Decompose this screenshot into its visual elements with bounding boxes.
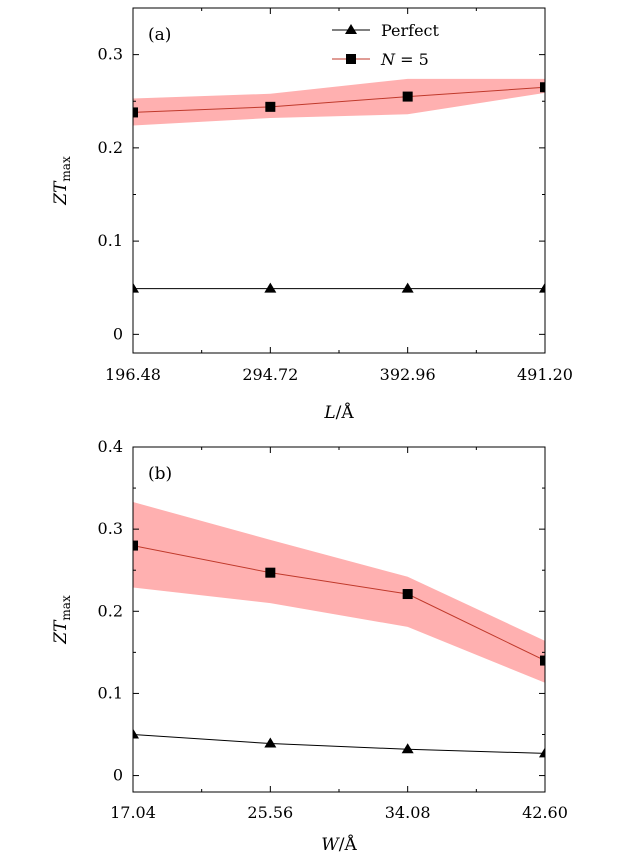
y-tick-label: 0	[113, 766, 123, 785]
x-axis-label: W/Å	[321, 834, 357, 855]
n5-point	[402, 589, 413, 600]
y-tick-label: 0.1	[98, 683, 123, 702]
perfect-point	[539, 282, 545, 293]
panel-b: 0 0.1 0.2 0.3 0.4 17.04 25.56 34.08 42.60 W/Å ZTma…	[51, 437, 568, 855]
perfect-point	[133, 728, 139, 739]
n5-series-line	[133, 545, 545, 662]
y-tick-label: 0.2	[98, 138, 123, 157]
y-tick-label: 0.3	[98, 45, 123, 64]
x-tick-label: 392.96	[380, 365, 436, 384]
perfect-point	[264, 737, 277, 748]
y-tick-label: 0.4	[98, 437, 123, 456]
y-tick-label: 0.3	[98, 519, 123, 538]
plot-area	[133, 78, 545, 293]
legend-perfect-marker	[345, 24, 357, 34]
perfect-point	[401, 743, 414, 754]
panel-a: 0 0.1 0.2 0.3 196.48 294.72 392.96 491.20 L/Å ZTm…	[51, 7, 573, 423]
legend-perfect-label: Perfect	[381, 21, 440, 40]
x-tick-label: 34.08	[385, 803, 431, 822]
legend-n5-label: N = 5	[380, 50, 429, 69]
panel-label: (b)	[148, 464, 172, 484]
x-tick-label: 294.72	[242, 365, 298, 384]
n5-point	[133, 540, 138, 551]
x-tick-label: 17.04	[110, 803, 156, 822]
confidence-band	[133, 502, 545, 683]
n5-point	[265, 567, 276, 578]
x-tick-label: 491.20	[517, 365, 573, 384]
y-axis-label: ZTmax	[51, 595, 73, 645]
n5-point	[402, 91, 413, 102]
perfect-point	[539, 747, 545, 758]
plot-area	[133, 502, 545, 758]
y-tick-label: 0	[113, 324, 123, 343]
legend-n5-marker	[346, 54, 356, 64]
perfect-point	[264, 282, 277, 293]
y-tick-label: 0.2	[98, 601, 123, 620]
perfect-point	[133, 282, 139, 293]
perfect-series-line	[133, 734, 545, 754]
axes-frame	[132, 7, 546, 354]
x-tick-label: 196.48	[105, 365, 161, 384]
y-axis-label: ZTmax	[51, 156, 73, 206]
panel-label: (a)	[148, 25, 171, 45]
x-tick-label: 25.56	[247, 803, 293, 822]
n5-point	[540, 82, 545, 93]
x-axis-label: L/Å	[323, 402, 354, 423]
n5-series-line	[133, 86, 545, 113]
y-tick-label: 0.1	[98, 231, 123, 250]
n5-point	[133, 107, 138, 118]
perfect-point	[401, 282, 414, 293]
x-tick-label: 42.60	[522, 803, 568, 822]
n5-point	[265, 101, 276, 112]
legend: Perfect N = 5	[332, 21, 440, 69]
n5-point	[540, 655, 545, 666]
